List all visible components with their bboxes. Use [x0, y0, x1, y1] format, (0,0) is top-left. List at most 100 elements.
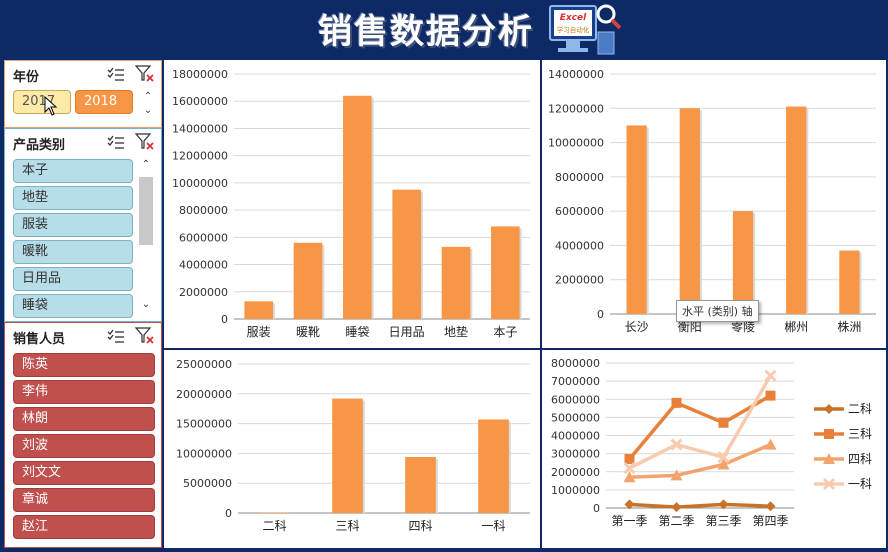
x-tick-label: 地垫: [444, 324, 468, 339]
clear-filter-icon[interactable]: [135, 65, 155, 83]
x-tick-label: 四科: [408, 519, 432, 533]
mouse-cursor-icon: [44, 96, 58, 116]
bar: [259, 512, 290, 513]
clear-filter-icon[interactable]: [135, 327, 155, 345]
category-item-暖靴[interactable]: 暖靴: [13, 240, 133, 264]
y-tick-label: 2000000: [551, 466, 600, 479]
legend-marker: [822, 477, 836, 491]
scroll-up-arrow[interactable]: ⌃: [143, 91, 153, 102]
salesperson-item-林朗[interactable]: 林朗: [13, 407, 155, 431]
y-tick-label: 4000000: [555, 239, 604, 252]
multi-select-icon[interactable]: [107, 67, 125, 83]
scroll-up-arrow[interactable]: ⌃: [141, 159, 151, 170]
x-tick-label: 暖靴: [296, 325, 320, 339]
data-point: [623, 462, 636, 475]
x-tick-label: 衡阳: [678, 320, 702, 334]
category-item-日用品[interactable]: 日用品: [13, 267, 133, 291]
salesperson-item-陈英[interactable]: 陈英: [13, 353, 155, 377]
data-point: [671, 502, 682, 513]
salesperson-item-刘文文[interactable]: 刘文文: [13, 461, 155, 485]
y-tick-label: 8000000: [179, 204, 228, 217]
y-tick-label: 6000000: [555, 205, 604, 218]
data-point: [765, 390, 776, 401]
bar: [293, 242, 323, 319]
salesperson-item-赵江[interactable]: 赵江: [13, 515, 155, 539]
x-tick-label: 二科: [262, 519, 286, 533]
y-tick-label: 0: [597, 308, 604, 321]
department-bar-chart: 0 5000000 10000000 15000000 20000000 25000000…: [176, 358, 530, 533]
category-item-地垫[interactable]: 地垫: [13, 186, 133, 210]
logo-text-bottom: 学习自动化: [557, 25, 590, 34]
legend-label: 一科: [848, 477, 872, 491]
y-tick-label: 10000000: [176, 447, 232, 460]
clear-filter-icon[interactable]: [135, 133, 155, 151]
bar: [332, 398, 363, 513]
y-tick-label: 5000000: [551, 411, 600, 424]
y-tick-label: 4000000: [551, 430, 600, 443]
y-tick-label: 3000000: [551, 448, 600, 461]
series-line: [628, 394, 772, 461]
y-tick-label: 4000000: [179, 259, 228, 272]
x-tick-label: 睡袋: [345, 325, 369, 339]
bar: [405, 456, 436, 513]
data-point: [670, 469, 683, 481]
year-item-2018[interactable]: 2018: [75, 90, 133, 114]
x-tick-label: 第四季: [752, 514, 788, 528]
data-point: [718, 499, 729, 510]
data-point: [717, 451, 730, 464]
series-line: [629, 502, 771, 509]
header-bar: 销售数据分析 Excel 学习自动化: [0, 0, 888, 58]
year-item-2017[interactable]: 2017: [13, 90, 71, 114]
year-slicer-title: 年份: [13, 70, 40, 85]
salesperson-item-刘波[interactable]: 刘波: [13, 434, 155, 458]
quarter-chart-panel[interactable]: 0 1000000 2000000 3000000 4000000 5000000 6000…: [542, 350, 886, 548]
category-item-本子[interactable]: 本子: [13, 159, 133, 183]
legend-marker: [824, 429, 834, 439]
excel-logo: Excel 学习自动化: [549, 4, 622, 55]
axis-tooltip: 水平 (类别) 轴: [676, 300, 759, 322]
x-tick-label: 株洲: [837, 319, 861, 334]
bar: [732, 211, 754, 314]
city-bar-chart: 0 2000000 4000000 6000000 8000000 10000000 120…: [548, 68, 876, 334]
multi-select-icon[interactable]: [107, 135, 125, 151]
series-line: [628, 374, 773, 470]
category-item-服装[interactable]: 服装: [13, 213, 133, 237]
data-point: [718, 417, 729, 428]
series-line: [629, 442, 772, 479]
x-tick-label: 服装: [247, 325, 271, 339]
data-point: [623, 471, 636, 483]
y-tick-label: 8000000: [551, 357, 600, 370]
y-tick-label: 18000000: [172, 68, 228, 81]
scroll-down-arrow[interactable]: ⌄: [143, 105, 153, 116]
legend-marker: [823, 453, 835, 464]
bar: [839, 250, 860, 314]
quarter-line-chart: 0 1000000 2000000 3000000 4000000 5000000 6000…: [551, 357, 872, 528]
y-tick-label: 10000000: [172, 177, 228, 190]
legend-label: 三科: [848, 427, 872, 441]
category-chart-panel[interactable]: 0 2000000 4000000 6000000 8000000 10000000 120…: [164, 60, 540, 348]
y-tick-label: 15000000: [176, 418, 232, 431]
scroll-down-arrow[interactable]: ⌄: [141, 299, 151, 310]
salesperson-item-章诚[interactable]: 章诚: [13, 488, 155, 512]
y-tick-label: 2000000: [555, 274, 604, 287]
legend-label: 四科: [848, 452, 872, 466]
salesperson-slicer-title: 销售人员: [13, 332, 66, 347]
y-tick-label: 6000000: [179, 231, 228, 244]
department-chart-panel[interactable]: 0 5000000 10000000 15000000 20000000 25000000…: [164, 350, 540, 548]
y-tick-label: 0: [221, 313, 228, 326]
x-tick-label: 第三季: [705, 514, 741, 528]
salesperson-slicer: 销售人员 陈英 李伟 林朗 刘波 刘文文 章诚 赵江: [4, 322, 162, 548]
x-tick-label: 一科: [481, 519, 505, 533]
scrollbar-thumb[interactable]: [139, 177, 153, 245]
x-tick-label: 三科: [335, 519, 359, 533]
x-tick-label: 第一季: [611, 514, 647, 528]
y-tick-label: 6000000: [551, 393, 600, 406]
salesperson-item-李伟[interactable]: 李伟: [13, 380, 155, 404]
data-point: [764, 369, 777, 382]
data-point: [624, 454, 635, 465]
category-item-睡袋[interactable]: 睡袋: [13, 294, 133, 318]
data-point: [717, 458, 730, 470]
multi-select-icon[interactable]: [107, 329, 125, 345]
bar: [244, 301, 273, 319]
bar: [679, 108, 700, 315]
